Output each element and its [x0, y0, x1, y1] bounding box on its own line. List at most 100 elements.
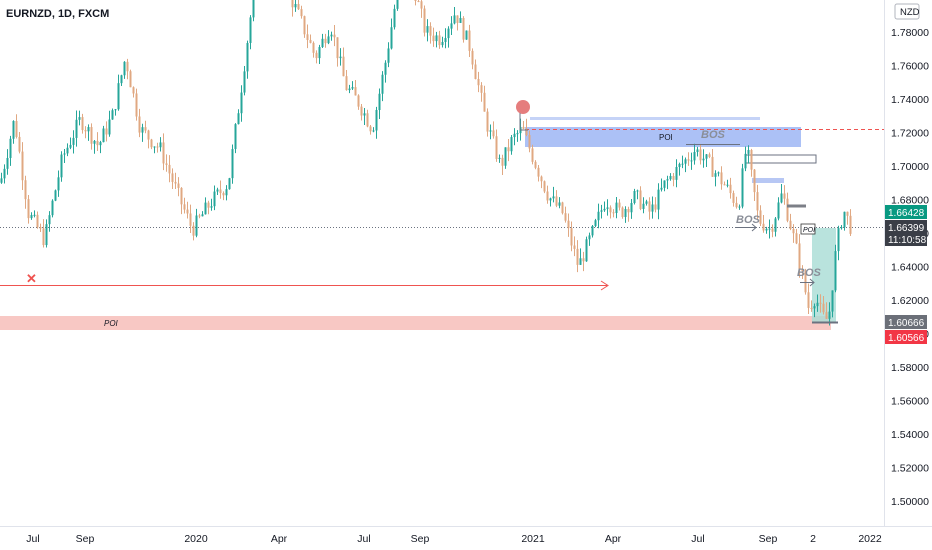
- candle-body: [816, 302, 819, 307]
- candle-body: [468, 30, 471, 51]
- candle-body: [642, 203, 645, 209]
- candle-body: [90, 127, 93, 144]
- candle-body: [138, 116, 141, 133]
- candle-body: [21, 151, 24, 181]
- candle-body: [723, 184, 726, 186]
- candle-body: [87, 127, 90, 132]
- candle-body: [588, 235, 591, 240]
- candle-body: [54, 190, 57, 201]
- candle-body: [522, 126, 525, 129]
- candle-body: [198, 215, 201, 217]
- candle-body: [840, 227, 843, 229]
- candle-body: [765, 228, 768, 231]
- countdown-label-bg: [885, 232, 927, 246]
- candle-body: [372, 130, 375, 132]
- candle-body: [381, 74, 384, 94]
- candle-body: [378, 93, 381, 110]
- candle-body: [216, 189, 219, 192]
- candle-body: [201, 214, 204, 217]
- candle-body: [720, 172, 723, 185]
- candle-body: [789, 220, 792, 230]
- poi-label: POI: [104, 319, 119, 328]
- candle-body: [624, 209, 627, 217]
- candle-body: [168, 164, 171, 174]
- candle-body: [711, 156, 714, 177]
- candle-body: [348, 88, 351, 91]
- candle-body: [0, 178, 3, 183]
- candle-body: [834, 251, 837, 291]
- candle-body: [777, 202, 780, 219]
- candle-body: [822, 303, 825, 313]
- candle-body: [687, 159, 690, 161]
- candle-body: [204, 202, 207, 215]
- candle-body: [51, 200, 54, 216]
- candle-body: [516, 133, 519, 135]
- last-price-label: 1.66428: [888, 208, 925, 219]
- price-tick-label: 1.58000: [891, 362, 929, 374]
- candle-body: [843, 211, 846, 228]
- candle-body: [225, 189, 228, 196]
- candle-body: [735, 202, 738, 208]
- candle-body: [681, 163, 684, 165]
- candle-body: [183, 204, 186, 210]
- candle-body: [45, 224, 48, 246]
- candle-body: [369, 126, 372, 132]
- candle-body: [669, 176, 672, 180]
- candle-body: [618, 202, 621, 208]
- candle-body: [576, 248, 579, 265]
- candle-body: [60, 154, 63, 178]
- candle-body: [585, 239, 588, 262]
- candle-body: [846, 211, 849, 216]
- time-tick-label: Jul: [691, 533, 704, 545]
- candle-body: [438, 35, 441, 46]
- candle-body: [429, 26, 432, 36]
- candle-body: [654, 204, 657, 210]
- symbol-title: EURNZD, 1D, FXCM: [6, 8, 110, 20]
- price-tick-label: 1.62000: [891, 295, 929, 307]
- candle-body: [213, 191, 216, 207]
- candle-body: [6, 157, 9, 169]
- candle-body: [648, 201, 651, 212]
- price-tick-label: 1.72000: [891, 128, 929, 140]
- candle-body: [474, 64, 477, 80]
- bos-label: BOS: [797, 267, 822, 279]
- candle-body: [435, 35, 438, 42]
- candle-body: [123, 61, 126, 76]
- candle-body: [108, 119, 111, 135]
- candle-body: [477, 79, 480, 86]
- currency-badge: [894, 3, 920, 20]
- candle-body: [351, 87, 354, 89]
- candle-body: [672, 176, 675, 180]
- poi-zone-outline: [745, 154, 817, 164]
- candle-body: [441, 41, 444, 46]
- bos-arrow-head: [809, 278, 815, 287]
- candle-body: [564, 213, 567, 221]
- candle-body: [450, 23, 453, 29]
- candle-body: [675, 166, 678, 180]
- candle-body: [39, 227, 42, 229]
- candle-body: [645, 201, 648, 204]
- candle-body: [297, 4, 300, 10]
- candle-body: [615, 202, 618, 214]
- candle-body: [120, 75, 123, 84]
- candle-body: [699, 149, 702, 161]
- candle-body: [495, 136, 498, 159]
- candle-body: [339, 56, 342, 59]
- candle-body: [546, 191, 549, 201]
- candle-body: [159, 142, 162, 148]
- candle-body: [555, 196, 558, 206]
- candle-body: [849, 215, 852, 234]
- candle-body: [210, 206, 213, 208]
- candle-body: [72, 137, 75, 145]
- candle-body: [240, 92, 243, 114]
- candle-body: [327, 36, 330, 44]
- candle-body: [501, 157, 504, 166]
- candle-body: [249, 17, 252, 43]
- candle-body: [342, 56, 345, 77]
- candle-body: [567, 220, 570, 229]
- candle-body: [612, 212, 615, 214]
- candle-body: [525, 128, 528, 136]
- candle-body: [807, 292, 810, 308]
